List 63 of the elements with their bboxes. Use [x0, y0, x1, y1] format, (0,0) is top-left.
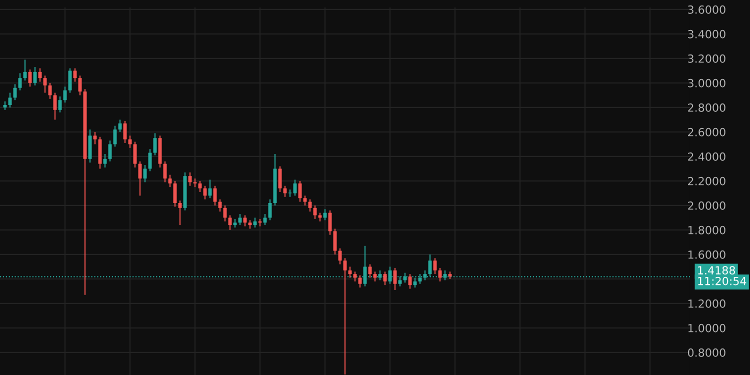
- candlestick: [328, 210, 332, 236]
- y-tick-label: 1.8000: [688, 226, 726, 234]
- candlestick: [133, 141, 137, 168]
- y-tick-label: 3.4000: [688, 30, 726, 38]
- y-tick-label: 2.8000: [688, 103, 726, 112]
- candlestick: [188, 172, 192, 186]
- candlestick: [238, 213, 242, 226]
- candlestick: [63, 86, 67, 104]
- y-tick-label: 2.0000: [688, 201, 726, 210]
- y-tick-label: 3.2000: [688, 54, 726, 63]
- candlestick: [368, 264, 372, 278]
- y-tick-label: 2.4000: [688, 152, 726, 161]
- candlestick: [173, 180, 177, 208]
- candlestick: [303, 195, 307, 206]
- y-tick-label: 2.6000: [688, 128, 726, 136]
- candlestick: [153, 132, 157, 156]
- candlestick: [93, 131, 97, 145]
- y-tick-label: 1.0000: [688, 324, 726, 332]
- candlestick: [313, 204, 317, 220]
- candlestick: [103, 153, 107, 168]
- candlestick: [58, 96, 62, 113]
- y-tick-label: 1.2000: [688, 299, 726, 308]
- candlestick: [53, 92, 57, 120]
- candlestick: [148, 148, 152, 172]
- candlestick: [358, 274, 362, 288]
- candlestick: [373, 271, 377, 282]
- candlestick: [253, 217, 257, 228]
- candlestick: [208, 179, 212, 199]
- candlestick: [228, 214, 232, 231]
- candlestick: [43, 75, 47, 94]
- candlestick: [203, 185, 207, 200]
- y-tick-label: 3.0000: [688, 78, 726, 88]
- y-tick-label: 0.8000: [688, 348, 726, 357]
- y-tick-label: 3.6000: [688, 5, 726, 14]
- candlestick: [118, 119, 122, 133]
- candlestick: [213, 185, 217, 206]
- candlestick: [393, 267, 397, 291]
- text: 11:20:54: [698, 276, 746, 286]
- candlestick: [268, 198, 272, 221]
- candlestick: [338, 248, 342, 265]
- candlestick: [128, 135, 132, 148]
- candlestick: [68, 68, 72, 94]
- y-tick-label: 2.2000: [688, 176, 726, 186]
- y-tick-label: 1.6000: [688, 250, 726, 259]
- candlestick: [218, 198, 222, 212]
- candlestick: [28, 68, 32, 88]
- candlestick: [178, 200, 182, 226]
- candlestick: [308, 198, 312, 212]
- candlestick: [343, 258, 347, 375]
- ref-line-label: 1.4188: [698, 266, 736, 275]
- candlestick: [353, 271, 357, 282]
- candlestick: [243, 214, 247, 227]
- candlestick: [283, 185, 287, 198]
- candlestick: [8, 92, 12, 108]
- candlestick: [23, 59, 27, 82]
- candlestick: [143, 164, 147, 183]
- candlestick: [78, 75, 82, 96]
- candlestick: [123, 120, 127, 144]
- candlestick: [13, 84, 17, 101]
- candlestick: [263, 213, 267, 226]
- candlestick: [168, 174, 172, 188]
- candlestick: [278, 166, 282, 193]
- candlestick: [333, 228, 337, 256]
